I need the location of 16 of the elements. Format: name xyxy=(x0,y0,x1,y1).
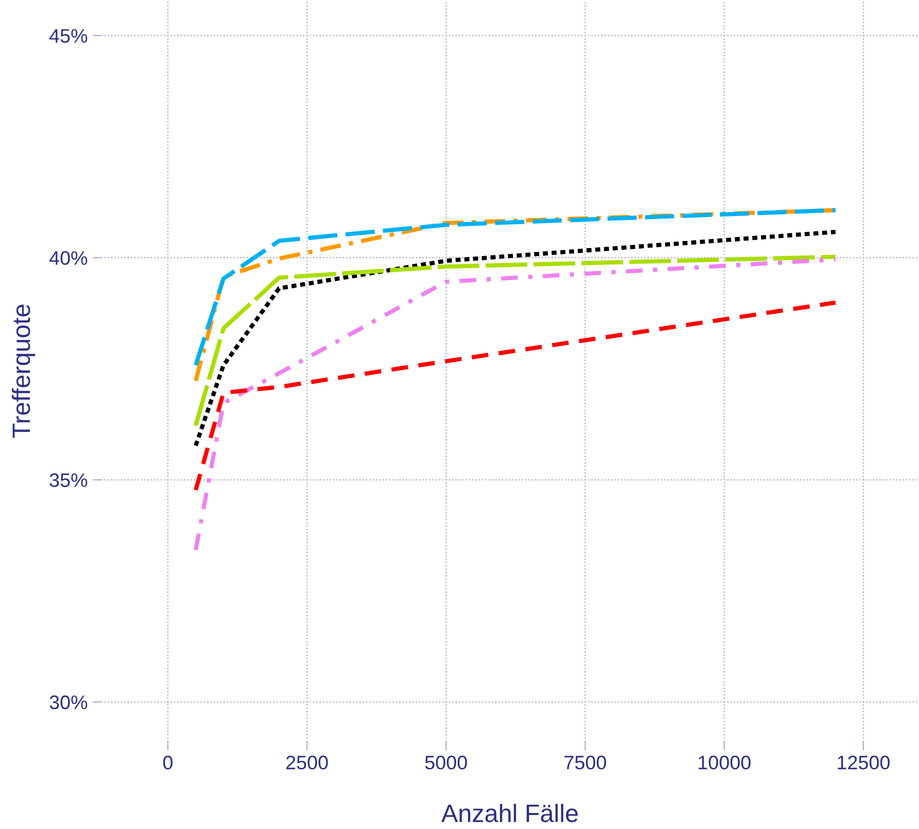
x-tick-label: 5000 xyxy=(425,756,467,770)
x-tick-label: 0 xyxy=(163,756,173,770)
y-tick-label: 35% xyxy=(50,473,88,488)
y-tick-label: 40% xyxy=(49,251,88,265)
y-tick-label: 30% xyxy=(50,695,88,710)
x-tick-label: 7500 xyxy=(564,756,606,770)
line-series xyxy=(194,230,838,448)
line-series xyxy=(194,254,838,428)
x-tick-label: 2500 xyxy=(286,756,328,770)
x-tick-label: 10000 xyxy=(698,756,751,770)
y-axis-title: Trefferquote xyxy=(12,304,36,438)
line-series xyxy=(194,257,838,552)
line-series xyxy=(194,300,838,492)
y-tick-label: 45% xyxy=(49,29,88,43)
x-axis-title: Anzahl Fälle xyxy=(441,804,578,822)
x-tick-label: 12500 xyxy=(838,756,890,770)
